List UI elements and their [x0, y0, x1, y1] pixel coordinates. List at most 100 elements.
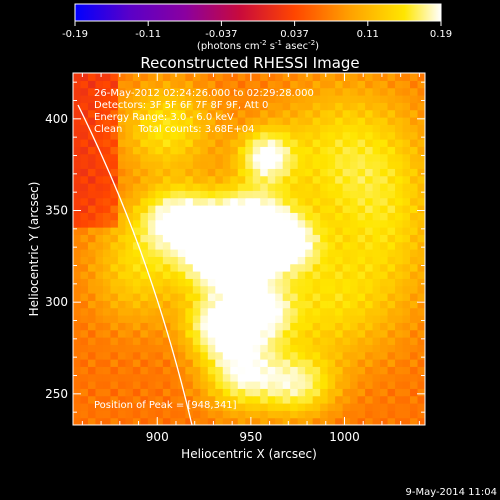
heatmap-cell: [185, 388, 194, 397]
plot-frame: [72, 72, 426, 426]
heatmap-cell: [237, 227, 246, 235]
heatmap-cell: [95, 307, 104, 316]
heatmap-cell: [110, 205, 119, 213]
heatmap-cell: [200, 117, 209, 125]
heatmap-cell: [417, 234, 425, 243]
heatmap-cell: [237, 153, 246, 162]
heatmap-cell: [275, 168, 284, 177]
heatmap-cell: [327, 73, 336, 81]
heatmap-cell: [230, 249, 239, 257]
heatmap-cell: [372, 322, 381, 331]
heatmap-cell: [222, 329, 231, 338]
heatmap-cell: [177, 403, 186, 411]
heatmap-cell: [132, 80, 141, 89]
heatmap-cell: [327, 87, 336, 96]
heatmap-cell: [125, 109, 134, 118]
heatmap-cell: [132, 278, 141, 287]
heatmap-cell: [252, 161, 261, 169]
heatmap-cell: [155, 124, 164, 133]
heatmap-cell: [327, 366, 336, 375]
heatmap-cell: [200, 329, 209, 338]
heatmap-cell: [252, 95, 261, 103]
heatmap-cell: [342, 153, 351, 162]
heatmap-cell: [102, 227, 112, 235]
heatmap-cell: [380, 256, 389, 265]
heatmap-cell: [230, 410, 239, 419]
heatmap-cell: [102, 381, 112, 389]
heatmap-cell: [380, 322, 389, 331]
heatmap-cell: [125, 73, 134, 81]
heatmap-cell: [282, 315, 291, 323]
heatmap-cell: [380, 161, 389, 169]
heatmap-cell: [410, 227, 419, 235]
heatmap-cell: [215, 212, 224, 221]
heatmap-cell: [275, 263, 284, 272]
heatmap-cell: [200, 234, 209, 243]
heatmap-cell: [350, 139, 359, 147]
heatmap-cell: [177, 227, 186, 235]
heatmap-cell: [245, 161, 254, 169]
heatmap-cell: [350, 359, 359, 367]
heatmap-cell: [335, 124, 344, 133]
heatmap-cell: [192, 337, 201, 345]
heatmap-cell: [207, 131, 216, 140]
heatmap-cell: [297, 410, 306, 419]
heatmap-cell: [387, 146, 396, 155]
heatmap-cell: [185, 117, 194, 125]
heatmap-cell: [267, 388, 276, 397]
heatmap-cell: [155, 80, 164, 89]
heatmap-cell: [245, 315, 254, 323]
heatmap-cell: [350, 168, 359, 177]
heatmap-cell: [230, 307, 239, 316]
heatmap-cell: [200, 337, 209, 345]
heatmap-cell: [350, 241, 359, 250]
heatmap-cell: [297, 241, 306, 250]
heatmap-cell: [297, 359, 306, 367]
heatmap-cell: [410, 87, 419, 96]
heatmap-cell: [327, 197, 336, 206]
heatmap-cell: [177, 388, 186, 397]
heatmap-cell: [335, 315, 344, 323]
heatmap-cell: [357, 95, 366, 103]
heatmap-cell: [192, 234, 201, 243]
heatmap-cell: [170, 161, 179, 169]
heatmap-cell: [305, 285, 314, 294]
heatmap-cell: [395, 337, 404, 345]
heatmap-cell: [290, 212, 299, 221]
heatmap-cell: [282, 307, 291, 316]
heatmap-cell: [237, 322, 246, 331]
heatmap-cell: [147, 344, 156, 353]
heatmap-cell: [297, 388, 306, 397]
heatmap-cell: [102, 337, 112, 345]
heatmap-cell: [350, 153, 359, 162]
heatmap-cell: [162, 307, 171, 316]
heatmap-cell: [110, 161, 119, 169]
heatmap-cell: [402, 131, 411, 140]
heatmap-cell: [95, 190, 104, 199]
heatmap-cell: [80, 87, 89, 96]
heatmap-cell: [95, 271, 104, 279]
heatmap-cell: [80, 95, 89, 103]
heatmap-cell: [200, 315, 209, 323]
heatmap-cell: [252, 293, 261, 301]
heatmap-cell: [192, 73, 201, 81]
heatmap-cell: [230, 329, 239, 338]
heatmap-cell: [192, 256, 201, 265]
heatmap-cell: [275, 337, 284, 345]
heatmap-cell: [110, 139, 119, 147]
heatmap-cell: [73, 139, 82, 147]
heatmap-cell: [237, 205, 246, 213]
heatmap-cell: [95, 381, 104, 389]
heatmap-cell: [305, 183, 314, 191]
heatmap-cell: [402, 139, 411, 147]
heatmap-cell: [417, 249, 425, 257]
heatmap-cell: [170, 381, 179, 389]
heatmap-cell: [192, 315, 201, 323]
heatmap-cell: [372, 168, 381, 177]
heatmap-cell: [110, 278, 119, 287]
heatmap-cell: [395, 183, 404, 191]
heatmap-cell: [372, 366, 381, 375]
heatmap-cell: [102, 351, 112, 360]
heatmap-cell: [140, 300, 149, 309]
heatmap-cell: [170, 131, 179, 140]
